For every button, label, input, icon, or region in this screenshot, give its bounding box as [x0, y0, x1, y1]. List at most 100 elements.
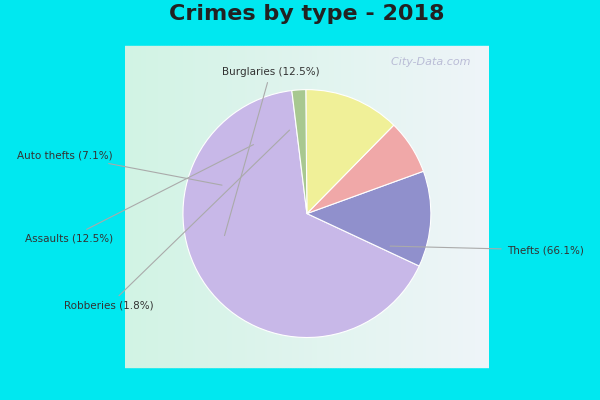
Bar [346, 46, 349, 367]
Bar [94, 46, 96, 367]
Bar [314, 46, 317, 367]
Bar [284, 46, 287, 367]
Bar [517, 46, 520, 367]
Bar [181, 46, 183, 367]
Bar [364, 46, 366, 367]
Bar [67, 46, 69, 367]
Bar [247, 46, 250, 367]
Bar [175, 46, 178, 367]
Bar [289, 46, 292, 367]
Bar [312, 46, 314, 367]
Bar [302, 46, 304, 367]
Bar [238, 46, 240, 367]
Text: Robberies (1.8%): Robberies (1.8%) [64, 130, 289, 310]
Bar [540, 46, 542, 367]
Bar [324, 46, 326, 367]
Bar [520, 46, 523, 367]
Bar [490, 46, 493, 367]
Bar [163, 46, 166, 367]
Bar [304, 46, 307, 367]
Bar [433, 46, 436, 367]
Bar [250, 46, 252, 367]
Bar [96, 46, 98, 367]
Bar [240, 46, 242, 367]
Bar [235, 46, 238, 367]
Bar [138, 46, 140, 367]
Bar [550, 46, 552, 367]
Bar [527, 46, 530, 367]
Bar [497, 46, 500, 367]
Bar [532, 46, 535, 367]
Bar [269, 46, 272, 367]
Bar [451, 46, 453, 367]
Bar [309, 46, 312, 367]
Bar [252, 46, 255, 367]
Bar [317, 46, 319, 367]
Bar [146, 46, 148, 367]
Bar [500, 46, 503, 367]
Bar [426, 46, 428, 367]
Bar [193, 46, 195, 367]
Bar [334, 46, 337, 367]
Bar [173, 46, 175, 367]
Bar [76, 46, 79, 367]
Bar [287, 46, 289, 367]
Bar [512, 46, 515, 367]
Bar [463, 46, 466, 367]
Bar [98, 46, 101, 367]
Bar [210, 46, 212, 367]
Bar [275, 46, 277, 367]
Bar [359, 46, 361, 367]
Bar [151, 46, 153, 367]
Bar [416, 46, 418, 367]
Bar [493, 46, 495, 367]
Bar [455, 46, 458, 367]
Bar [409, 46, 411, 367]
Bar [448, 46, 451, 367]
Bar [438, 46, 440, 367]
Bar [111, 46, 113, 367]
Bar [503, 46, 505, 367]
Bar [190, 46, 193, 367]
Bar [113, 46, 116, 367]
Bar [483, 46, 485, 367]
Bar [515, 46, 517, 367]
Bar [560, 46, 562, 367]
Text: Auto thefts (7.1%): Auto thefts (7.1%) [17, 150, 222, 185]
Bar [178, 46, 181, 367]
Bar [379, 46, 381, 367]
Bar [212, 46, 215, 367]
Bar [468, 46, 470, 367]
Bar [510, 46, 512, 367]
Bar [116, 46, 118, 367]
Bar [394, 46, 396, 367]
Bar [133, 46, 136, 367]
Bar [398, 46, 401, 367]
Bar [185, 46, 188, 367]
Bar [161, 46, 163, 367]
Bar [118, 46, 121, 367]
Bar [101, 46, 103, 367]
Bar [443, 46, 446, 367]
Bar [428, 46, 431, 367]
Bar [103, 46, 106, 367]
Bar [121, 46, 124, 367]
Bar [69, 46, 71, 367]
Bar [361, 46, 364, 367]
Bar [322, 46, 324, 367]
Bar [391, 46, 394, 367]
Bar [307, 46, 309, 367]
Bar [155, 46, 158, 367]
Bar [223, 46, 225, 367]
Bar [170, 46, 173, 367]
Bar [71, 46, 74, 367]
Bar [91, 46, 94, 367]
Bar [260, 46, 262, 367]
Bar [126, 46, 128, 367]
Bar [508, 46, 510, 367]
Bar [81, 46, 83, 367]
Bar [470, 46, 473, 367]
Bar [495, 46, 497, 367]
Bar [332, 46, 334, 367]
Text: City-Data.com: City-Data.com [385, 57, 471, 67]
